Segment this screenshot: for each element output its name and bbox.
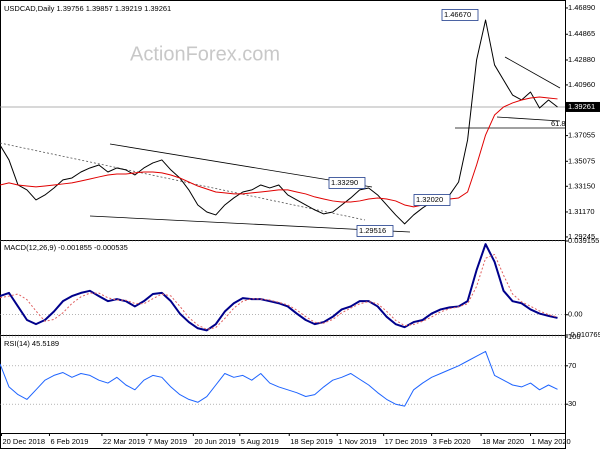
y-tick-label: 70 — [568, 361, 576, 370]
y-tick-label: 1.35075 — [568, 156, 595, 165]
annotation: 1.29516 — [359, 226, 386, 235]
trend-line — [504, 56, 561, 89]
annotation-box — [356, 225, 394, 237]
y-tick-label: 100 — [568, 332, 581, 341]
y-tick-label: -0.010769 — [568, 330, 600, 339]
annotation-box — [441, 9, 479, 21]
frame — [0, 0, 566, 449]
annotation-box — [413, 194, 451, 206]
y-tick-label: 1.44865 — [568, 29, 595, 38]
series-line — [0, 243, 558, 332]
y-tick-label: 0.00 — [568, 310, 583, 319]
watermark: ActionForex.com — [130, 43, 280, 65]
annotation: 61.8 — [551, 119, 566, 128]
trend-line — [109, 143, 373, 188]
x-tick-label: 3 Feb 2020 — [433, 437, 471, 446]
y-tick-label: 1.31170 — [568, 207, 595, 216]
x-tick-label: 1 May 2020 — [532, 437, 571, 446]
y-tick-label: 1.42880 — [568, 55, 595, 64]
x-tick-label: 17 Dec 2019 — [385, 437, 428, 446]
x-tick-label: 7 May 2019 — [148, 437, 187, 446]
y-tick-label: 1.33150 — [568, 181, 595, 190]
series-line — [0, 19, 558, 225]
last-price-box — [566, 101, 600, 112]
annotation: 1.46670 — [444, 10, 471, 19]
annotation-box — [328, 177, 366, 189]
panel-title: USDCAD,Daily 1.39756 1.39857 1.39219 1.3… — [4, 4, 171, 13]
panel-title: MACD(12,26,9) -0.001855 -0.000535 — [4, 243, 128, 252]
series-line — [0, 96, 558, 208]
y-tick-label: 1.46890 — [568, 3, 595, 12]
trend-line — [496, 116, 561, 122]
last-price-label: 1.39261 — [568, 102, 595, 111]
y-tick-label: 1.40960 — [568, 80, 595, 89]
series-line — [0, 350, 558, 407]
y-tick-label: 1.29245 — [568, 232, 595, 241]
x-tick-label: 20 Jun 2019 — [194, 437, 235, 446]
x-tick-label: 18 Sep 2019 — [290, 437, 333, 446]
annotation: 1.33290 — [331, 178, 358, 187]
y-tick-label: 1.37055 — [568, 131, 595, 140]
x-tick-label: 18 Mar 2020 — [482, 437, 524, 446]
panel-title: RSI(14) 45.5189 — [4, 339, 59, 348]
y-tick-label: 30 — [568, 399, 576, 408]
annotation: 1.32020 — [416, 195, 443, 204]
y-tick-label: 0.039155 — [568, 236, 599, 245]
x-tick-label: 20 Dec 2018 — [2, 437, 45, 446]
x-tick-label: 22 Mar 2019 — [103, 437, 145, 446]
x-tick-label: 6 Feb 2019 — [50, 437, 88, 446]
x-tick-label: 5 Aug 2019 — [241, 437, 279, 446]
x-tick-label: 1 Nov 2019 — [338, 437, 376, 446]
